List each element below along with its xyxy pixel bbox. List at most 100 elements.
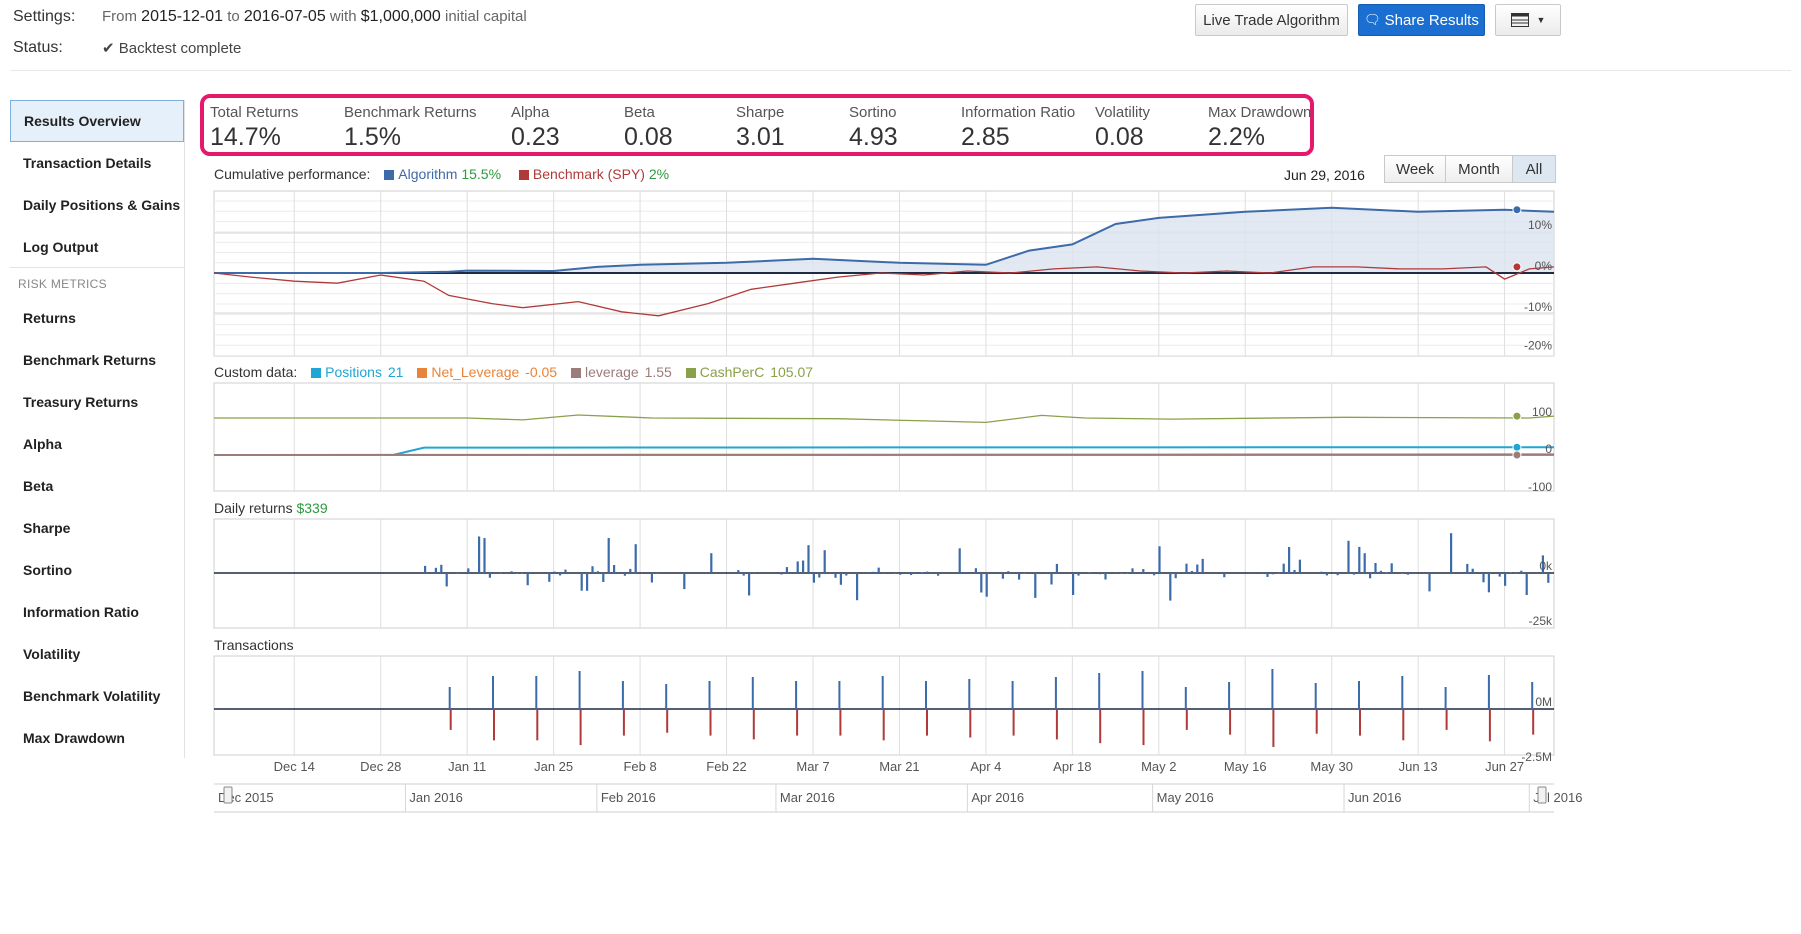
share-results-label: Share Results: [1384, 11, 1479, 29]
legend-algorithm[interactable]: Algorithm 15.5%: [384, 166, 505, 182]
daily-return-bar: [548, 573, 551, 582]
sidebar-item-log-output[interactable]: Log Output: [23, 239, 99, 255]
daily-return-bar: [1504, 573, 1507, 586]
daily-return-bar: [424, 565, 427, 573]
daily-return-bar: [1201, 558, 1204, 573]
leverage-line[interactable]: [213, 453, 1555, 456]
daily-return-bar: [1271, 573, 1274, 575]
transaction-buy-bar: [968, 679, 971, 709]
navigator-left-handle[interactable]: [223, 786, 233, 804]
range-button-month[interactable]: Month: [1445, 155, 1513, 183]
sidebar-item-max-drawdown[interactable]: Max Drawdown: [23, 730, 125, 746]
sidebar-item-sortino[interactable]: Sortino: [23, 562, 72, 578]
sidebar-item-daily-positions-gains[interactable]: Daily Positions & Gains: [23, 197, 181, 213]
navigator-month-label: Mar 2016: [780, 790, 835, 805]
x-axis-tick-label: Mar 7: [796, 759, 829, 774]
daily-return-bar: [910, 573, 913, 575]
y-axis-tick-label: -100: [1528, 480, 1552, 494]
legend-positions[interactable]: Positions 21: [311, 364, 407, 380]
legend-net-leverage[interactable]: Net_Leverage -0.05: [417, 364, 561, 380]
daily-return-bar: [710, 553, 713, 573]
transaction-buy-bar: [448, 687, 451, 709]
share-results-button[interactable]: 🗨 Share Results: [1358, 4, 1485, 36]
custom-data-title-text: Custom data:: [214, 364, 298, 380]
daily-return-bar: [1482, 573, 1485, 583]
daily-return-bar: [1509, 572, 1512, 573]
metric-value: 3.01: [736, 123, 785, 151]
daily-return-bar: [1174, 573, 1177, 579]
sidebar-item-results-overview[interactable]: Results Overview: [10, 100, 184, 142]
daily-return-bar: [440, 564, 443, 573]
x-axis-tick-label: Dec 28: [360, 759, 401, 774]
cumulative-title-text: Cumulative performance:: [214, 166, 371, 182]
view-menu-button[interactable]: ▼: [1495, 4, 1561, 36]
hover-date: Jun 29, 2016: [1284, 167, 1365, 183]
daily-return-bar: [1406, 573, 1409, 575]
range-button-week[interactable]: Week: [1384, 155, 1446, 183]
daily-return-bar: [1487, 573, 1490, 593]
transaction-sell-bar: [493, 709, 495, 741]
end-date: 2016-07-05: [243, 8, 326, 25]
daily-return-bar: [937, 573, 940, 576]
daily-returns-title-text: Daily returns: [214, 500, 293, 516]
transaction-sell-bar: [1099, 709, 1102, 744]
metric-sortino: Sortino 4.93: [849, 104, 898, 152]
live-trade-button[interactable]: Live Trade Algorithm: [1195, 4, 1348, 36]
daily-return-bar: [812, 573, 815, 583]
daily-return-bar: [1018, 573, 1021, 580]
daily-return-bar: [1050, 573, 1053, 585]
transaction-sell-bar: [449, 709, 452, 730]
algorithm-line[interactable]: [214, 206, 1555, 274]
daily-return-bar: [623, 573, 626, 576]
transactions-title: Transactions: [214, 637, 294, 653]
x-axis-tick-label: Jun 13: [1399, 759, 1438, 774]
sidebar-item-benchmark-volatility[interactable]: Benchmark Volatility: [23, 688, 161, 704]
legend-leverage[interactable]: leverage 1.55: [570, 364, 676, 380]
transaction-sell-bar: [1055, 709, 1058, 740]
sidebar-item-treasury-returns[interactable]: Treasury Returns: [23, 394, 139, 410]
sidebar-item-volatility[interactable]: Volatility: [23, 646, 81, 662]
cashperc-hover-marker: [1512, 411, 1522, 421]
transaction-buy-bar: [1444, 687, 1447, 709]
sidebar-item-beta[interactable]: Beta: [23, 478, 54, 494]
sidebar-item-returns[interactable]: Returns: [23, 310, 76, 326]
legend-cashperc[interactable]: CashPerC 105.07: [685, 364, 813, 380]
y-axis-tick-label: 0%: [1535, 259, 1553, 273]
daily-return-bar: [1369, 573, 1372, 579]
y-axis-tick-label: 100: [1532, 405, 1552, 419]
daily-return-bar: [1072, 573, 1075, 595]
daily-return-bar: [591, 566, 594, 573]
daily-return-bar: [650, 573, 653, 583]
transaction-sell-bar: [882, 709, 885, 741]
range-button-all[interactable]: All: [1512, 155, 1556, 183]
cashperc-line[interactable]: [214, 414, 1555, 424]
daily-return-bar: [1471, 568, 1474, 573]
sidebar-item-transaction-details[interactable]: Transaction Details: [23, 155, 152, 171]
header-divider: [10, 70, 1791, 71]
sidebar-item-sharpe[interactable]: Sharpe: [23, 520, 71, 536]
x-axis-tick-label: Feb 22: [706, 759, 746, 774]
metric-label: Max Drawdown: [1208, 104, 1312, 121]
transaction-buy-bar: [751, 677, 754, 709]
sidebar-item-alpha[interactable]: Alpha: [23, 436, 62, 452]
metric-sharpe: Sharpe 3.01: [736, 104, 785, 152]
metric-label: Total Returns: [210, 104, 299, 121]
navigator-month-label: May 2016: [1157, 790, 1214, 805]
daily-return-bar: [785, 567, 788, 573]
daily-return-bar: [1034, 573, 1037, 598]
sidebar-item-benchmark-returns[interactable]: Benchmark Returns: [23, 352, 157, 368]
metric-label: Beta: [624, 104, 655, 121]
navigator-right-handle[interactable]: [1537, 786, 1547, 804]
daily-return-bar: [1023, 573, 1026, 574]
y-axis-tick-label: 0M: [1535, 695, 1552, 709]
daily-return-bar: [1379, 570, 1382, 573]
benchmark-line[interactable]: [213, 266, 1555, 317]
x-axis-tick-label: Apr 18: [1053, 759, 1091, 774]
daily-return-bar: [1099, 573, 1102, 575]
daily-return-bar: [856, 573, 859, 601]
legend-benchmark[interactable]: Benchmark (SPY) 2%: [518, 166, 669, 182]
transaction-buy-bar: [708, 681, 711, 709]
x-axis-tick-label: Jun 27: [1485, 759, 1524, 774]
sidebar-item-information-ratio[interactable]: Information Ratio: [23, 604, 139, 620]
